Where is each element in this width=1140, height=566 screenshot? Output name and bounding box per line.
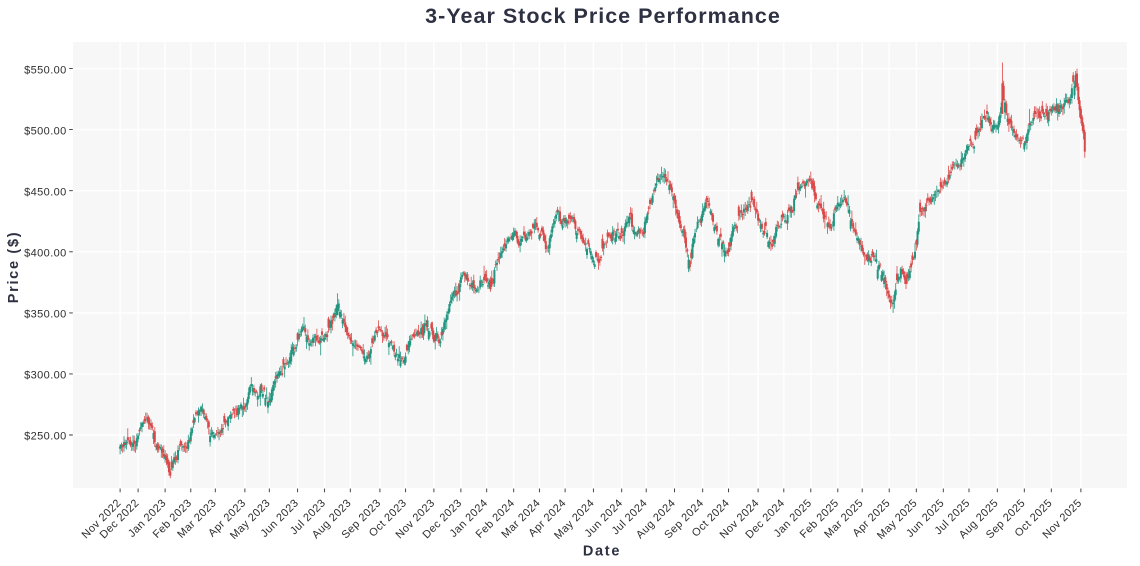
svg-text:$250.00: $250.00 <box>24 431 67 443</box>
svg-text:$350.00: $350.00 <box>24 309 67 321</box>
svg-text:3-Year Stock Price Performance: 3-Year Stock Price Performance <box>425 4 781 28</box>
svg-text:Price ($): Price ($) <box>6 231 22 304</box>
svg-text:$450.00: $450.00 <box>24 186 67 198</box>
svg-text:$400.00: $400.00 <box>24 248 67 260</box>
svg-text:Date: Date <box>583 544 621 560</box>
svg-text:$500.00: $500.00 <box>24 125 67 137</box>
svg-text:$300.00: $300.00 <box>24 370 67 382</box>
svg-text:$550.00: $550.00 <box>24 64 67 76</box>
